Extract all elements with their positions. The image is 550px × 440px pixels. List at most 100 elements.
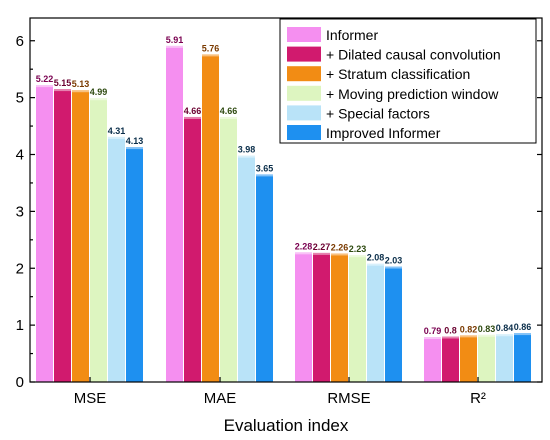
data-labels-layer: 5.22 5.91 2.28 0.79 5.15 4.66 2.27 0.8 5.13 5.76 2… [36,35,532,336]
bar-highlight [367,263,384,266]
bar [36,85,53,383]
data-label: 4.31 [108,126,126,136]
bar [220,116,237,383]
bar-highlight [514,333,531,336]
legend-label: Informer [326,27,378,43]
data-label: 2.26 [331,242,349,252]
bar [367,263,384,382]
y-tick-label: 3 [16,203,24,220]
bar-highlight [256,174,273,177]
data-label: 0.84 [496,323,514,333]
bar [313,252,330,382]
bar-highlight [478,334,495,337]
bar [166,45,183,383]
data-label: 5.13 [72,79,90,89]
data-label: 0.79 [424,326,442,336]
bar [238,155,255,382]
bar-highlight [90,98,107,101]
y-tick-label: 4 [16,147,24,164]
legend-label: + Special factors [326,105,430,121]
legend-swatch [287,66,321,82]
bar [90,98,107,382]
bar [478,334,495,382]
bar [460,335,477,382]
legend-label: + Moving prediction window [326,86,499,102]
x-category-label: R² [470,390,486,407]
bar [496,334,513,382]
bar [256,174,273,382]
x-axis-label: Evaluation index [224,416,349,435]
bar [349,255,366,382]
bar-highlight [54,89,71,92]
legend-swatch [287,27,321,42]
bar-highlight [238,155,255,158]
bar-highlight [313,252,330,255]
y-tick-label: 0 [16,374,24,391]
bar [126,147,143,382]
x-category-label: RMSE [327,390,370,407]
data-label: 2.28 [295,241,313,251]
data-label: 2.23 [349,244,367,254]
bar [331,253,348,382]
bar [184,116,201,383]
plot-frame [29,17,543,383]
bars-layer [36,45,531,383]
bar-highlight [496,334,513,337]
bar-highlight [108,136,125,139]
bar-highlight [424,337,441,340]
legend-swatch [287,46,321,62]
bar [295,252,312,382]
data-label: 2.27 [313,242,331,252]
legend-swatch [287,105,321,121]
legend-box [279,18,537,144]
legend: Informer + Dilated causal convolution + St… [279,18,537,144]
bar [202,54,219,383]
legend-label: + Stratum classification [326,66,470,82]
bar-highlight [460,335,477,338]
data-label: 5.91 [166,35,184,45]
x-axis-categories: MSE MAE RMSE R² [74,377,486,407]
bar [424,337,441,382]
x-category-label: MSE [74,390,107,407]
bar [442,336,459,382]
y-axis-ticks: 0 1 2 3 4 5 6 [16,33,542,391]
bar-highlight [36,85,53,88]
legend-label: Improved Informer [326,125,441,141]
data-label: 4.13 [126,136,144,146]
bar [108,136,125,382]
bar-highlight [72,90,89,93]
data-label: 0.8 [444,326,457,336]
bar [514,333,531,382]
bar-highlight [331,253,348,256]
data-label: 4.99 [90,87,108,97]
x-category-label: MAE [204,390,237,407]
data-label: 5.15 [54,78,72,88]
data-label: 3.65 [256,163,274,173]
data-label: 2.03 [385,256,403,266]
data-label: 4.66 [220,106,238,116]
bar-highlight [442,336,459,339]
data-label: 4.66 [184,106,202,116]
y-tick-label: 1 [16,317,24,334]
axes-layer [29,17,543,383]
data-label: 2.08 [367,253,385,263]
y-tick-label: 5 [16,90,24,107]
bar [54,89,71,382]
data-label: 0.83 [478,324,496,334]
bar-highlight [166,45,183,48]
bar-highlight [385,266,402,269]
legend-swatch [287,85,321,101]
bar-highlight [126,147,143,150]
legend-label: + Dilated causal convolution [326,47,501,63]
bar-highlight [220,116,237,119]
bar [385,266,402,382]
legend-swatch [287,125,321,140]
data-label: 5.22 [36,74,54,84]
bar-highlight [349,255,366,258]
data-label: 0.82 [460,324,478,334]
bar [72,90,89,382]
data-label: 3.98 [238,145,256,155]
bar-highlight [184,116,201,119]
y-tick-label: 6 [16,33,24,50]
